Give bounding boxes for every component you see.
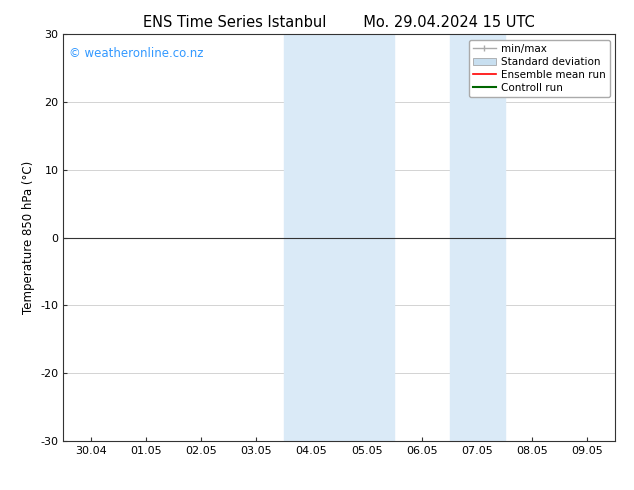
Text: © weatheronline.co.nz: © weatheronline.co.nz: [69, 47, 204, 59]
Y-axis label: Temperature 850 hPa (°C): Temperature 850 hPa (°C): [22, 161, 35, 314]
Bar: [284, 34, 394, 441]
Title: ENS Time Series Istanbul        Mo. 29.04.2024 15 UTC: ENS Time Series Istanbul Mo. 29.04.2024 …: [143, 15, 535, 30]
Bar: [450, 34, 505, 441]
Legend: min/max, Standard deviation, Ensemble mean run, Controll run: min/max, Standard deviation, Ensemble me…: [469, 40, 610, 97]
